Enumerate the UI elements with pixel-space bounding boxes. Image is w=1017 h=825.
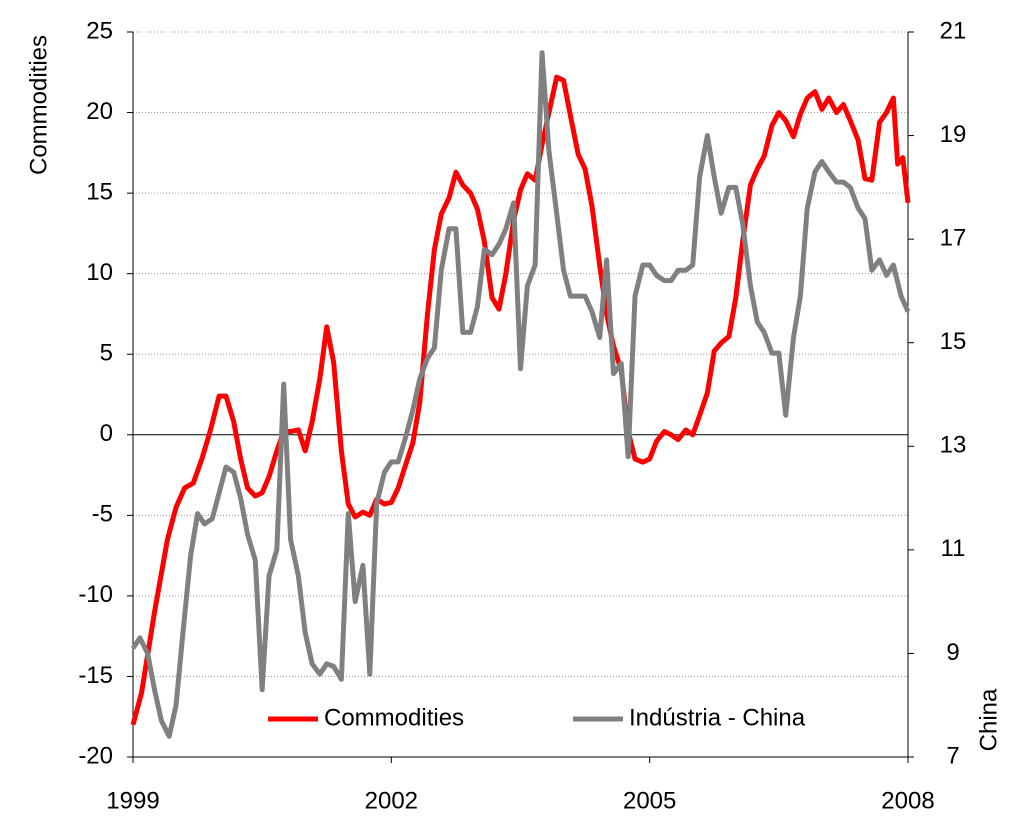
y-tick-label: -15 bbox=[78, 662, 113, 689]
y2-tick-label: 21 bbox=[940, 17, 967, 44]
y-tick-label: 5 bbox=[100, 340, 113, 367]
y2-tick-label: 7 bbox=[946, 742, 959, 769]
y2-tick-label: 19 bbox=[940, 121, 967, 148]
legend-label: Indústria - China bbox=[629, 704, 806, 731]
y-tick-label: -5 bbox=[92, 501, 113, 528]
y-tick-label: 0 bbox=[100, 420, 113, 447]
y-tick-label: -10 bbox=[78, 581, 113, 608]
y2-axis-label: China bbox=[975, 688, 1002, 751]
x-tick-label: 2008 bbox=[881, 787, 934, 814]
legend-label: Commodities bbox=[324, 704, 464, 731]
y-tick-label: -20 bbox=[78, 742, 113, 769]
x-tick-label: 1999 bbox=[106, 787, 159, 814]
x-tick-label: 2005 bbox=[623, 787, 676, 814]
y2-tick-label: 15 bbox=[940, 328, 967, 355]
y-tick-label: 15 bbox=[86, 178, 113, 205]
y2-tick-label: 17 bbox=[940, 224, 967, 251]
y-tick-label: 20 bbox=[86, 98, 113, 125]
y-axis-label: Commodities bbox=[25, 35, 52, 175]
y2-tick-label: 11 bbox=[941, 535, 966, 562]
y-tick-label: 10 bbox=[86, 259, 113, 286]
y2-tick-label: 13 bbox=[940, 432, 967, 459]
series-line bbox=[130, 50, 911, 739]
series-line bbox=[130, 74, 911, 726]
y2-tick-label: 9 bbox=[946, 639, 959, 666]
x-tick-label: 2002 bbox=[365, 787, 418, 814]
y-tick-label: 25 bbox=[86, 17, 113, 44]
